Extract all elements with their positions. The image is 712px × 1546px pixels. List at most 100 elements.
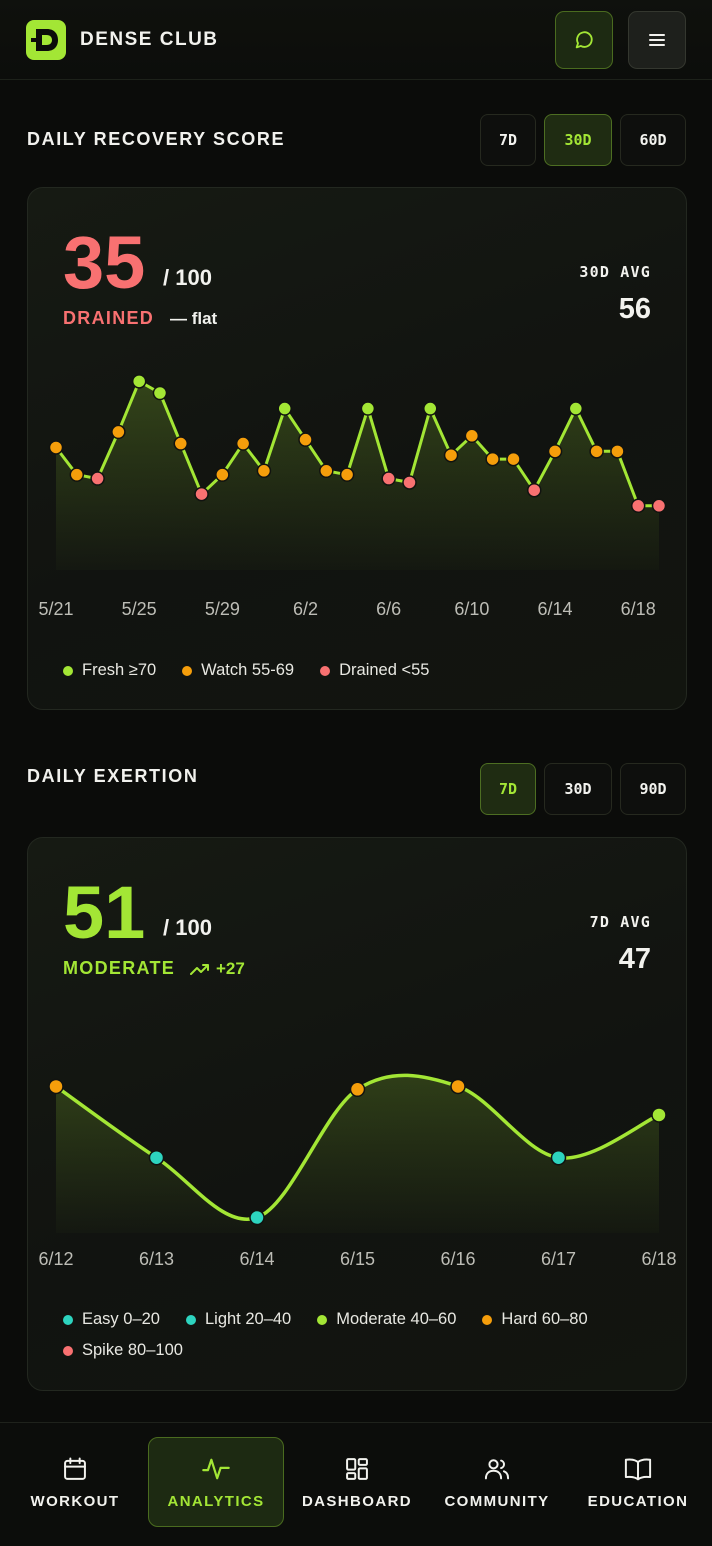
legend-dot xyxy=(63,1314,73,1325)
recovery-area xyxy=(56,381,659,570)
exertion-point[interactable] xyxy=(450,1078,466,1095)
exertion-point[interactable] xyxy=(651,1107,667,1123)
recovery-legend-item: Watch 55-69 xyxy=(182,661,294,680)
legend-label: Drained <55 xyxy=(339,661,430,679)
recovery-point[interactable] xyxy=(360,401,376,416)
book-icon xyxy=(624,1458,652,1480)
recovery-point[interactable] xyxy=(277,401,292,416)
recovery-avg-value: 56 xyxy=(618,293,651,325)
nav-dashboard-label: DASHBOARD xyxy=(301,1492,413,1510)
nav-community[interactable]: COMMUNITY xyxy=(432,1437,562,1527)
exertion-score: 51 xyxy=(63,871,146,954)
exertion-range-30d[interactable]: 30D xyxy=(544,763,612,815)
exertion-x-label: 6/16 xyxy=(440,1249,475,1269)
recovery-point[interactable] xyxy=(319,463,334,479)
legend-label: Light 20–40 xyxy=(204,1310,292,1328)
recovery-point[interactable] xyxy=(651,498,667,514)
exertion-trend-value: +27 xyxy=(216,959,245,978)
trend-up-icon xyxy=(190,964,209,975)
exertion-point[interactable] xyxy=(349,1081,366,1098)
recovery-point[interactable] xyxy=(131,374,147,389)
recovery-point[interactable] xyxy=(547,444,563,459)
exertion-area xyxy=(56,1075,659,1233)
nav-analytics-label: ANALYTICS xyxy=(167,1492,265,1510)
recovery-x-label: 5/29 xyxy=(205,599,240,619)
menu-button[interactable] xyxy=(628,11,686,69)
nav-education-label: EDUCATION xyxy=(587,1492,689,1510)
legend-label: Watch 55-69 xyxy=(201,661,295,679)
recovery-status: DRAINED xyxy=(63,308,155,328)
nav-workout-label: WORKOUT xyxy=(30,1492,120,1510)
recovery-avg-label: 30D AVG xyxy=(579,263,651,281)
grid-icon xyxy=(346,1457,368,1480)
recovery-chart: 5/21 5/25 5/29 6/2 6/6 6/10 6/14 6/18 xyxy=(38,374,667,619)
recovery-point[interactable] xyxy=(48,440,64,455)
recovery-point[interactable] xyxy=(235,436,251,451)
recovery-point[interactable] xyxy=(568,401,584,416)
recovery-score: 35 xyxy=(63,221,146,304)
recovery-point[interactable] xyxy=(256,463,272,479)
exertion-title: DAILY EXERTION xyxy=(27,766,199,786)
nav-analytics[interactable]: ANALYTICS xyxy=(148,1437,284,1527)
exertion-out-of: / 100 xyxy=(163,915,212,940)
app-header: DENSE CLUB xyxy=(0,0,712,80)
legend-label: Easy 0–20 xyxy=(82,1310,160,1328)
recovery-point[interactable] xyxy=(630,498,646,514)
exertion-x-label: 6/12 xyxy=(38,1249,73,1269)
recovery-x-label: 6/18 xyxy=(621,599,656,619)
exertion-x-label: 6/15 xyxy=(340,1249,375,1269)
recovery-point[interactable] xyxy=(173,436,189,451)
recovery-legend-item: Drained <55 xyxy=(320,661,429,680)
recovery-point[interactable] xyxy=(610,444,625,459)
recovery-range-30d[interactable]: 30D xyxy=(544,114,612,166)
recovery-point[interactable] xyxy=(90,471,105,486)
exertion-range-7d[interactable]: 7D xyxy=(480,763,536,815)
chat-button[interactable] xyxy=(555,11,613,69)
exertion-status: MODERATE xyxy=(63,958,176,978)
bottom-nav: WORKOUT ANALYTICS DASHBOARD COMMUNITY ED… xyxy=(0,1422,712,1546)
recovery-point[interactable] xyxy=(111,424,126,440)
exertion-point[interactable] xyxy=(249,1209,265,1226)
recovery-range-60d[interactable]: 60D xyxy=(620,114,686,166)
exertion-legend-item: Moderate 40–60 xyxy=(317,1310,456,1329)
exertion-card: 51 / 100 MODERATE +27 7D AVG 47 6/12 6/13… xyxy=(27,837,687,1391)
legend-dot xyxy=(320,665,331,676)
recovery-point[interactable] xyxy=(443,447,459,463)
recovery-range-7d[interactable]: 7D xyxy=(480,114,536,166)
legend-label: Fresh ≥70 xyxy=(82,661,157,679)
recovery-point[interactable] xyxy=(526,482,542,498)
recovery-point[interactable] xyxy=(506,451,521,467)
legend-label: Spike 80–100 xyxy=(82,1341,183,1359)
exertion-range-90d[interactable]: 90D xyxy=(620,763,686,815)
recovery-point[interactable] xyxy=(69,467,85,482)
recovery-point[interactable] xyxy=(464,428,480,444)
exertion-point[interactable] xyxy=(148,1149,165,1166)
recovery-point[interactable] xyxy=(194,486,209,502)
nav-education[interactable]: EDUCATION xyxy=(574,1437,702,1527)
recovery-point[interactable] xyxy=(381,471,396,486)
recovery-point[interactable] xyxy=(485,451,500,467)
recovery-out-of: / 100 xyxy=(163,265,212,290)
legend-label: Moderate 40–60 xyxy=(336,1310,457,1328)
legend-dot xyxy=(182,665,193,676)
pulse-icon xyxy=(202,1458,230,1479)
exertion-point[interactable] xyxy=(48,1078,64,1095)
recovery-card: 35 / 100 DRAINED — flat 30D AVG 56 5/21 5… xyxy=(27,187,687,710)
recovery-x-label: 6/14 xyxy=(538,599,573,619)
brand-name: DENSE CLUB xyxy=(80,29,219,50)
recovery-x-label: 5/25 xyxy=(122,599,157,619)
recovery-point[interactable] xyxy=(215,467,230,482)
recovery-point[interactable] xyxy=(339,467,355,482)
recovery-title: DAILY RECOVERY SCORE xyxy=(27,129,286,149)
recovery-point[interactable] xyxy=(589,444,604,459)
recovery-point[interactable] xyxy=(402,475,417,490)
exertion-legend-item: Hard 60–80 xyxy=(482,1310,588,1329)
nav-dashboard[interactable]: DASHBOARD xyxy=(292,1437,422,1527)
exertion-point[interactable] xyxy=(550,1149,567,1166)
recovery-point[interactable] xyxy=(152,385,168,401)
brand-logo[interactable] xyxy=(26,20,66,60)
recovery-point[interactable] xyxy=(423,401,438,416)
nav-workout[interactable]: WORKOUT xyxy=(10,1437,140,1527)
legend-label: Hard 60–80 xyxy=(501,1310,588,1328)
recovery-point[interactable] xyxy=(298,432,313,447)
